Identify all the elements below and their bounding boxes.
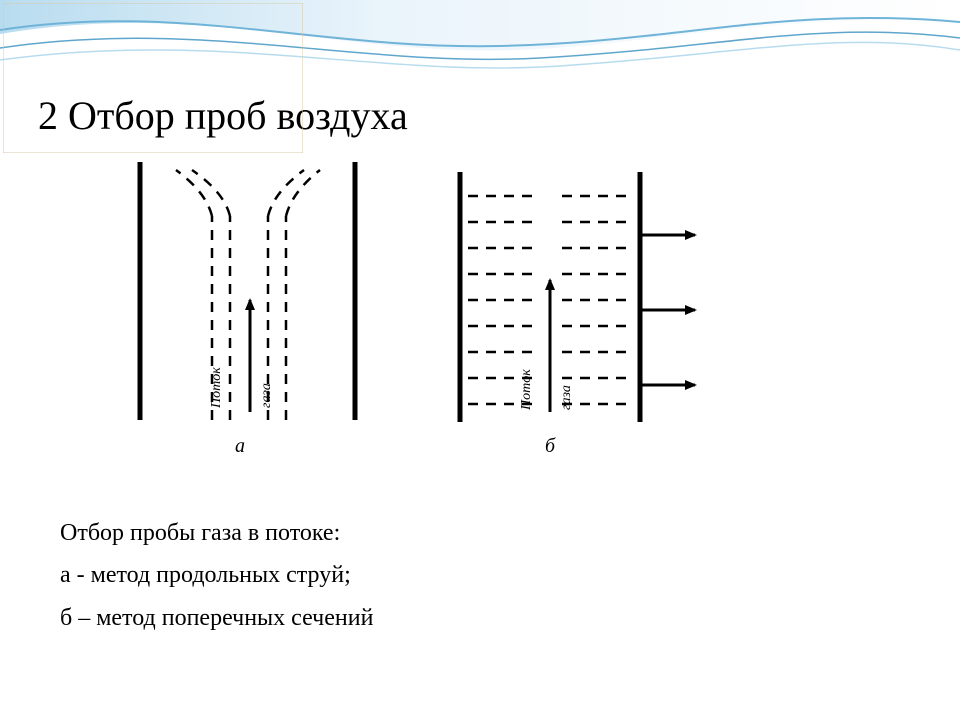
svg-text:Поток: Поток xyxy=(519,369,534,411)
svg-text:газа: газа xyxy=(259,383,274,408)
wave-header xyxy=(0,0,960,90)
diagram-container: Поток газа а Поток газа б xyxy=(60,160,700,460)
svg-text:Поток: Поток xyxy=(209,367,224,409)
caption-line-2: а - метод продольных струй; xyxy=(60,556,373,594)
svg-text:газа: газа xyxy=(559,385,574,410)
caption-block: Отбор пробы газа в потоке: а - метод про… xyxy=(60,510,373,641)
slide: 2 Отбор проб воздуха Поток газа а Поток газа… xyxy=(0,0,960,720)
gas-sampling-diagram: Поток газа а Поток газа б xyxy=(60,160,700,460)
svg-text:а: а xyxy=(235,435,245,457)
caption-line-1: Отбор пробы газа в потоке: xyxy=(60,514,373,552)
caption-line-3: б – метод поперечных сечений xyxy=(60,599,373,637)
svg-text:б: б xyxy=(545,435,556,457)
slide-title: 2 Отбор проб воздуха xyxy=(38,92,408,139)
